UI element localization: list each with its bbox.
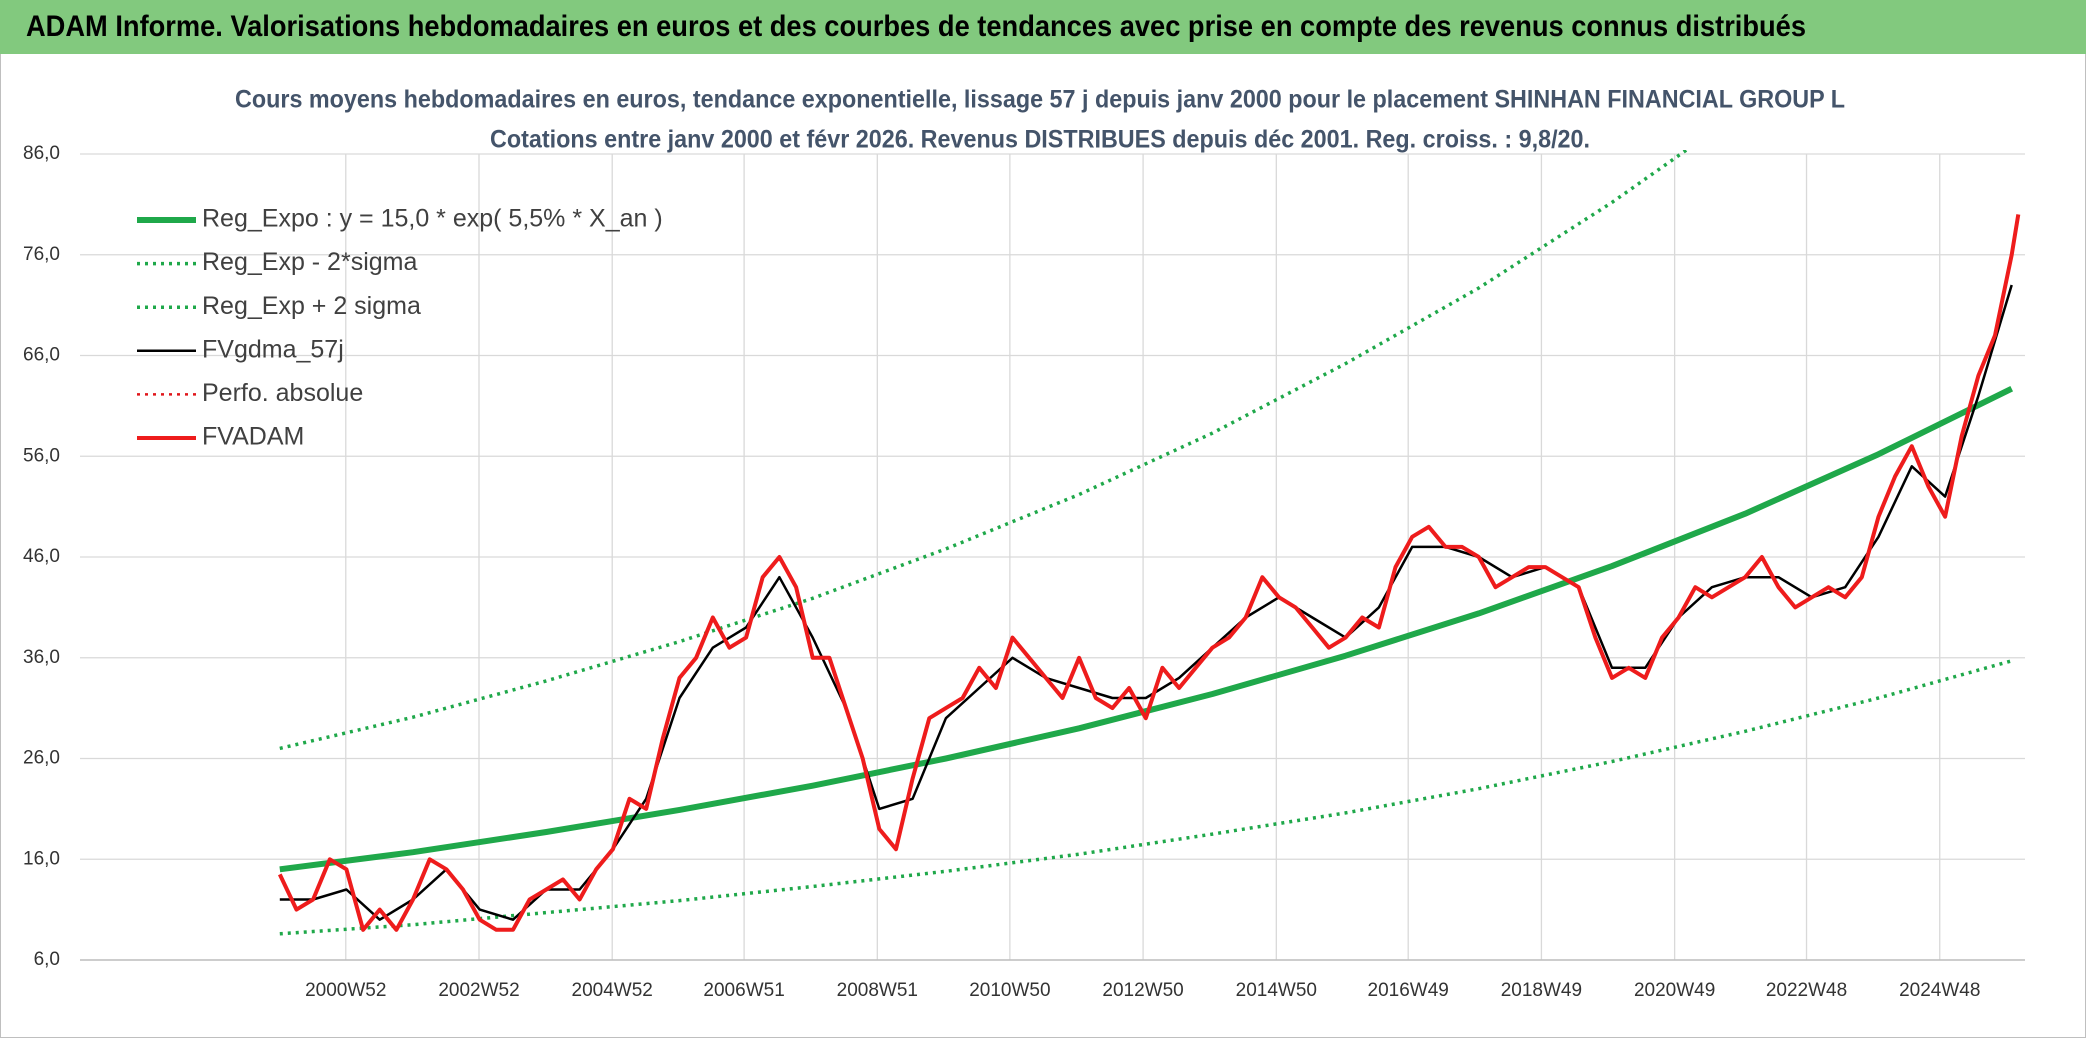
series-line — [279, 386, 2014, 873]
x-tick-label: 2000W52 — [305, 980, 386, 1001]
y-tick-label: 56,0 — [23, 445, 60, 466]
plot-area — [277, 150, 2021, 936]
y-tick-label: 6,0 — [34, 949, 60, 970]
legend-label: Perfo. absolue — [202, 379, 363, 407]
x-tick-label: 2010W50 — [969, 980, 1050, 1001]
legend-label: Reg_Exp - 2*sigma — [202, 248, 417, 276]
header-title: ADAM Informe. Valorisations hebdomadaire… — [26, 10, 1806, 43]
series-line — [279, 284, 2013, 921]
series-line — [279, 659, 2013, 936]
x-tick-label: 2020W49 — [1634, 980, 1715, 1001]
y-tick-label: 86,0 — [23, 143, 60, 164]
y-tick-label: 26,0 — [23, 748, 60, 769]
legend-label: FVADAM — [202, 423, 304, 451]
y-tick-label: 66,0 — [23, 345, 60, 366]
y-tick-label: 16,0 — [23, 848, 60, 869]
x-tick-label: 2024W48 — [1899, 980, 1980, 1001]
legend-label: Reg_Expo : y = 15,0 * exp( 5,5% * X_an ) — [202, 205, 663, 233]
x-tick-label: 2022W48 — [1766, 980, 1847, 1001]
y-tick-label: 36,0 — [23, 647, 60, 668]
header-bar — [0, 0, 2086, 54]
y-tick-label: 46,0 — [23, 546, 60, 567]
series-line — [277, 214, 2021, 932]
legend-label: Reg_Exp + 2 sigma — [202, 292, 421, 320]
x-tick-label: 2008W51 — [837, 980, 918, 1001]
legend-label: FVgdma_57j — [202, 335, 344, 363]
series-line — [279, 150, 1690, 751]
x-tick-label: 2012W50 — [1102, 980, 1183, 1001]
x-tick-label: 2002W52 — [438, 980, 519, 1001]
x-tick-label: 2016W49 — [1368, 980, 1449, 1001]
x-tick-label: 2006W51 — [703, 980, 784, 1001]
y-tick-label: 76,0 — [23, 244, 60, 265]
x-tick-label: 2018W49 — [1501, 980, 1582, 1001]
x-tick-label: 2004W52 — [572, 980, 653, 1001]
chart-title: Cours moyens hebdomadaires en euros, ten… — [235, 86, 1845, 114]
x-tick-label: 2014W50 — [1236, 980, 1317, 1001]
chart-subtitle: Cotations entre janv 2000 et févr 2026. … — [490, 126, 1590, 154]
